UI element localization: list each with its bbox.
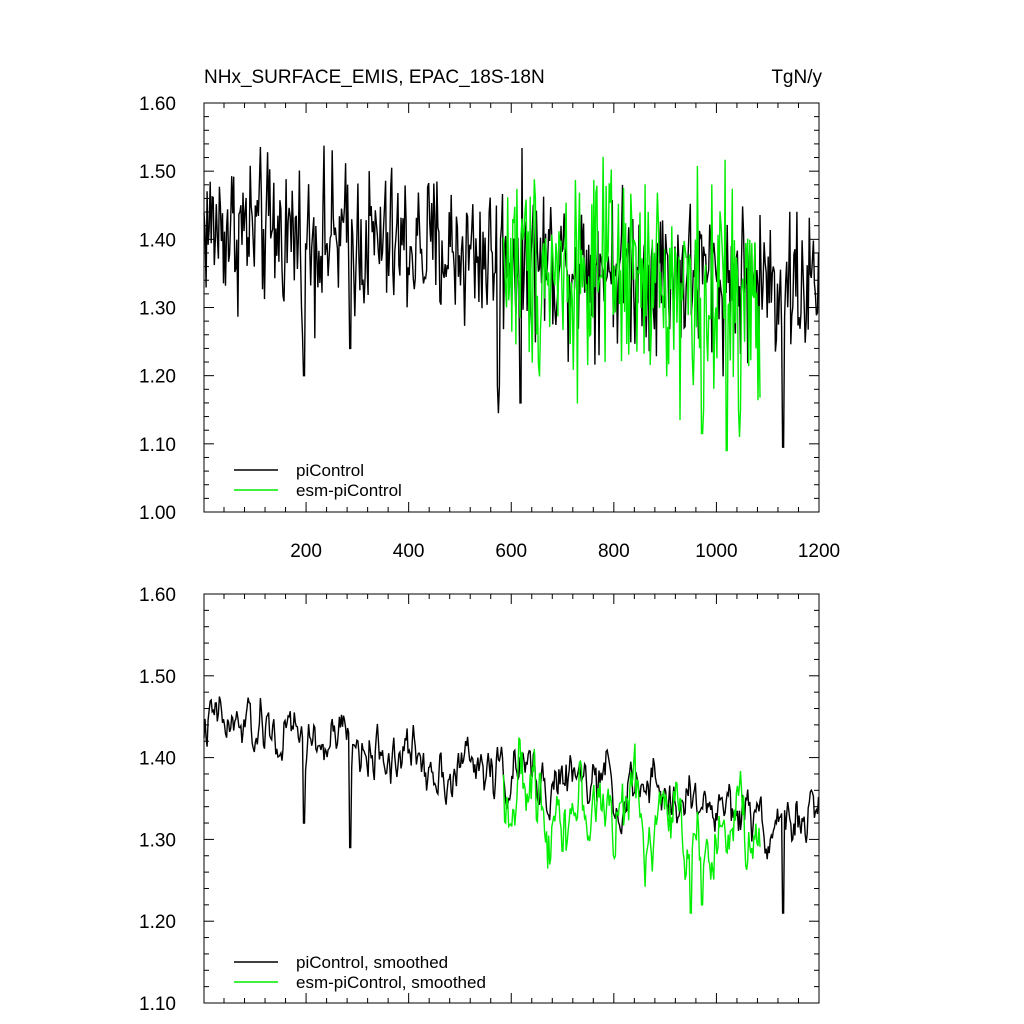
x-tick-label: 800 (598, 541, 630, 562)
y-tick-label: 1.60 (139, 585, 176, 606)
y-tick-label: 1.60 (139, 94, 176, 115)
y-tick-label: 1.40 (139, 749, 176, 770)
x-tick-label: 400 (393, 541, 425, 562)
y-tick-label: 1.10 (139, 994, 176, 1015)
series-line-esm-picontrol (502, 156, 761, 452)
legend-label-picontrol: piControl (296, 461, 364, 480)
top-panel: NHx_SURFACE_EMIS, EPAC_18S-18N TgN/y 1.0… (139, 67, 840, 562)
x-tick-label: 1000 (695, 541, 737, 562)
y-tick-label: 1.10 (139, 435, 176, 456)
x-tick-label: 600 (495, 541, 527, 562)
legend: piControl esm-piControl (234, 461, 402, 500)
series-line-picontrol-smoothed (203, 696, 820, 914)
y-tick-label: 1.00 (139, 503, 176, 524)
y-tick-label: 1.50 (139, 162, 176, 183)
x-tick-label: 1200 (798, 541, 840, 562)
chart-title: NHx_SURFACE_EMIS, EPAC_18S-18N (204, 67, 545, 88)
y-tick-label: 1.20 (139, 367, 176, 388)
y-tick-label: 1.30 (139, 830, 176, 851)
x-tick-label: 200 (290, 541, 322, 562)
bottom-panel: 1.10 1.20 1.30 1.40 1.50 1.60 piControl, smoo… (139, 585, 820, 1015)
y-tick-label: 1.40 (139, 230, 176, 251)
y-tick-label: 1.30 (139, 299, 176, 320)
y-tick-label: 1.20 (139, 912, 176, 933)
series-line-esm-picontrol-smoothed (502, 737, 761, 914)
legend-label-picontrol-smoothed: piControl, smoothed (296, 953, 448, 972)
legend: piControl, smoothed esm-piControl, smoot… (234, 953, 486, 992)
legend-label-esm-picontrol: esm-piControl (296, 481, 402, 500)
units-label: TgN/y (771, 67, 822, 88)
y-tick-label: 1.50 (139, 667, 176, 688)
legend-label-esm-picontrol-smoothed: esm-piControl, smoothed (296, 973, 486, 992)
